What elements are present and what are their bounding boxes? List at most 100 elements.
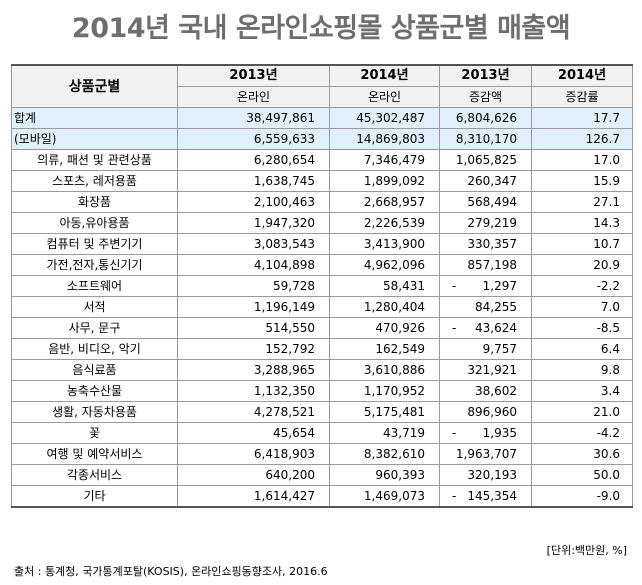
change-amount-cell: 260,347 xyxy=(439,170,532,192)
sales-2013-cell: 514,550 xyxy=(177,317,330,339)
subheader-online-2013: 온라인 xyxy=(177,86,330,108)
change-value: 857,198 xyxy=(467,258,517,272)
change-rate-cell: -8.5 xyxy=(531,317,633,339)
change-amount-cell: 38,602 xyxy=(439,380,532,402)
total-row: (모바일) 6,559,633 14,869,803 8,310,170 126.7 xyxy=(11,128,633,150)
negative-sign: - xyxy=(452,489,457,503)
change-amount-cell: 896,960 xyxy=(439,401,532,423)
table-row: 가전,전자,통신기기 4,104,898 4,962,096 857,198 20.9 xyxy=(11,254,633,276)
sales-2013-cell: 1,132,350 xyxy=(177,380,330,402)
table-row: 컴퓨터 및 주변기기 3,083,543 3,413,900 330,357 10.7 xyxy=(11,233,633,255)
change-value: 1,935 xyxy=(482,426,517,440)
change-rate-cell: 30.6 xyxy=(531,443,633,465)
change-value: 84,255 xyxy=(475,300,517,314)
change-value: 260,347 xyxy=(467,174,517,188)
table-row: 사무, 문구 514,550 470,926- 43,624 -8.5 xyxy=(11,317,633,339)
change-rate-cell: 15.9 xyxy=(531,170,633,192)
table-row: 서적 1,196,149 1,280,404 84,255 7.0 xyxy=(11,296,633,318)
table-row: 생활, 자동차용품 4,278,521 5,175,481 896,960 21.0 xyxy=(11,401,633,423)
table-row: 음식료품 3,288,965 3,610,886 321,921 9.8 xyxy=(11,359,633,381)
category-cell: 아동,유아용품 xyxy=(11,212,178,234)
category-cell: 생활, 자동차용품 xyxy=(11,401,178,423)
table-row: 여행 및 예약서비스 6,418,903 8,382,610 1,963,707 30.… xyxy=(11,443,633,465)
change-amount-cell: 320,193 xyxy=(439,464,532,486)
change-rate-cell: -9.0 xyxy=(531,485,633,508)
change-rate-cell: 9.8 xyxy=(531,359,633,381)
sales-2014-cell: 1,280,404 xyxy=(329,296,440,318)
category-cell: 음식료품 xyxy=(11,359,178,381)
sales-2013-cell: 6,418,903 xyxy=(177,443,330,465)
sales-2013-cell: 4,278,521 xyxy=(177,401,330,423)
change-amount-cell: - 43,624 xyxy=(439,317,532,339)
change-value: 568,494 xyxy=(467,195,517,209)
sales-2014-cell: 2,226,539 xyxy=(329,212,440,234)
category-cell: 농축수산물 xyxy=(11,380,178,402)
sales-2013-cell: 3,288,965 xyxy=(177,359,330,381)
change-value: 38,602 xyxy=(475,384,517,398)
change-rate-cell: 6.4 xyxy=(531,338,633,360)
table-row: 음반, 비디오, 악기 152,792 162,549 9,757 6.4 xyxy=(11,338,633,360)
change-rate-cell: 126.7 xyxy=(531,128,633,150)
category-cell: 각종서비스 xyxy=(11,464,178,486)
change-amount-cell: - 1,297 xyxy=(439,275,532,297)
change-value: 8,310,170 xyxy=(455,132,517,146)
table-row: 각종서비스 640,200 960,393 320,193 50.0 xyxy=(11,464,633,486)
subheader-change-rate: 증감률 xyxy=(531,86,633,108)
table-row: 기타 1,614,427 1,469,073-145,354 -9.0 xyxy=(11,485,633,508)
category-cell: 스포츠, 레저용품 xyxy=(11,170,178,192)
change-rate-cell: 14.3 xyxy=(531,212,633,234)
table-row: 아동,유아용품 1,947,320 2,226,539 279,219 14.3 xyxy=(11,212,633,234)
sales-2014-cell: 1,899,092 xyxy=(329,170,440,192)
sales-2014-cell: 58,431 xyxy=(329,275,440,297)
category-cell: 여행 및 예약서비스 xyxy=(11,443,178,465)
change-amount-cell: -145,354 xyxy=(439,485,532,508)
sales-2013-cell: 640,200 xyxy=(177,464,330,486)
change-rate-cell: 17.7 xyxy=(531,107,633,129)
subheader-online-2014: 온라인 xyxy=(329,86,440,108)
change-rate-cell: 10.7 xyxy=(531,233,633,255)
change-amount-cell: 6,804,626 xyxy=(439,107,532,129)
sales-2014-cell: 8,382,610 xyxy=(329,443,440,465)
change-rate-cell: 50.0 xyxy=(531,464,633,486)
change-value: 6,804,626 xyxy=(455,111,517,125)
unit-note: [단위:백만원, %] xyxy=(546,544,627,557)
sales-2014-cell: 2,668,957 xyxy=(329,191,440,213)
sales-2013-cell: 1,196,149 xyxy=(177,296,330,318)
negative-sign: - xyxy=(452,426,457,440)
category-cell: 합계 xyxy=(11,107,178,129)
sales-2014-cell: 43,719 xyxy=(329,422,440,444)
table-row: 화장품 2,100,463 2,668,957 568,494 27.1 xyxy=(11,191,633,213)
change-value: 1,963,707 xyxy=(455,447,517,461)
change-value: 145,354 xyxy=(467,489,517,503)
sales-2014-cell: 470,926 xyxy=(329,317,440,339)
change-amount-cell: 8,310,170 xyxy=(439,128,532,150)
change-amount-cell: 1,963,707 xyxy=(439,443,532,465)
change-value: 43,624 xyxy=(475,321,517,335)
table-row: 의류, 패션 및 관련상품 6,280,654 7,346,479 1,065,825… xyxy=(11,149,633,171)
change-amount-cell: 330,357 xyxy=(439,233,532,255)
change-amount-cell: 857,198 xyxy=(439,254,532,276)
sales-2014-cell: 1,170,952 xyxy=(329,380,440,402)
category-cell: 음반, 비디오, 악기 xyxy=(11,338,178,360)
sales-2014-cell: 4,962,096 xyxy=(329,254,440,276)
table-row: 소프트웨어 59,728 58,431- 1,297 -2.2 xyxy=(11,275,633,297)
sales-2013-cell: 3,083,543 xyxy=(177,233,330,255)
sales-2013-cell: 1,947,320 xyxy=(177,212,330,234)
page-title: 2014년 국내 온라인쇼핑몰 상품군별 매출액 xyxy=(71,13,571,44)
sales-2014-cell: 45,302,487 xyxy=(329,107,440,129)
category-cell: 소프트웨어 xyxy=(11,275,178,297)
negative-sign: - xyxy=(452,279,457,293)
sales-2014-cell: 14,869,803 xyxy=(329,128,440,150)
header-year-2014-rate: 2014년 xyxy=(531,64,633,87)
sales-2013-cell: 2,100,463 xyxy=(177,191,330,213)
header-category: 상품군별 xyxy=(11,64,178,108)
change-rate-cell: 17.0 xyxy=(531,149,633,171)
sales-2013-cell: 6,559,633 xyxy=(177,128,330,150)
change-value: 1,065,825 xyxy=(455,153,517,167)
sales-2013-cell: 59,728 xyxy=(177,275,330,297)
change-amount-cell: 84,255 xyxy=(439,296,532,318)
sales-2013-cell: 1,614,427 xyxy=(177,485,330,508)
sales-2013-cell: 152,792 xyxy=(177,338,330,360)
change-amount-cell: 279,219 xyxy=(439,212,532,234)
header-year-2014-online: 2014년 xyxy=(329,64,440,87)
